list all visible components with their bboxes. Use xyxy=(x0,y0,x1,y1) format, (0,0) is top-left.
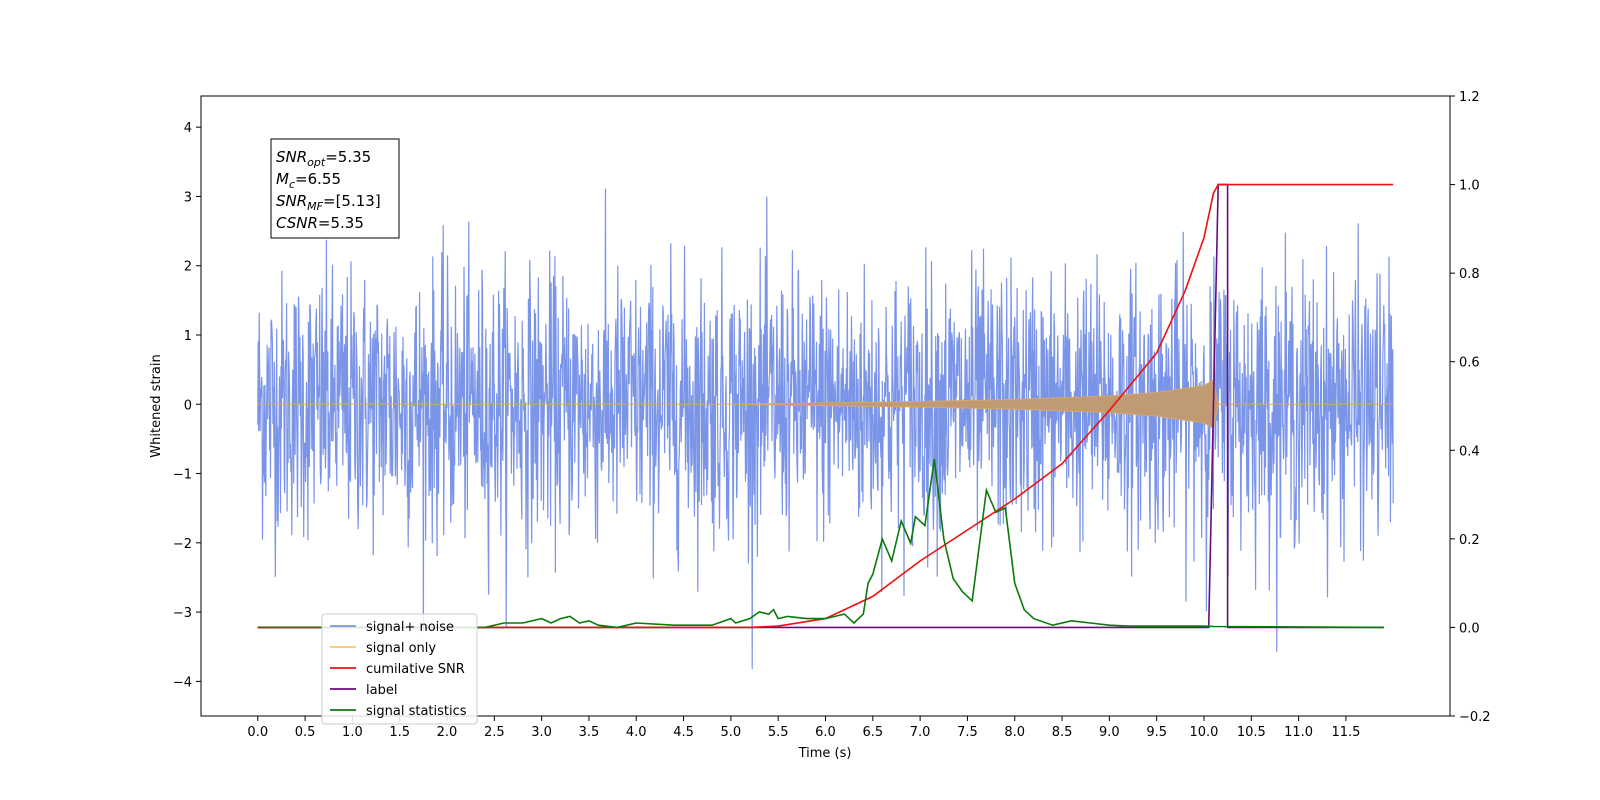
annotation-line: SNRMF=[5.13] xyxy=(276,192,381,213)
x-tick-label: 1.5 xyxy=(389,725,410,740)
y-tick-label-left: 4 xyxy=(184,121,192,136)
y-tick-label-right: 0.0 xyxy=(1459,621,1480,636)
y-tick-label-left: 2 xyxy=(184,260,192,275)
y-tick-label-right: 1.2 xyxy=(1459,90,1480,105)
plot-area xyxy=(257,183,1394,669)
x-tick-label: 0.5 xyxy=(295,725,316,740)
series-signal-noise xyxy=(257,188,1394,669)
y-axis-label: Whitened strain xyxy=(149,354,164,457)
x-tick-label: 2.0 xyxy=(437,725,458,740)
legend-label: cumilative SNR xyxy=(366,662,465,677)
x-tick-label: 10.5 xyxy=(1237,725,1266,740)
y-tick-label-right: 1.0 xyxy=(1459,179,1480,194)
annotation-line: Mc=6.55 xyxy=(276,170,341,191)
y-tick-label-left: 0 xyxy=(184,398,192,413)
x-tick-label: 9.5 xyxy=(1146,725,1167,740)
x-tick-label: 11.5 xyxy=(1331,725,1360,740)
x-tick-label: 11.0 xyxy=(1284,725,1313,740)
legend-label: label xyxy=(366,683,397,698)
series-signal-statistics xyxy=(257,458,1384,629)
x-tick-label: 4.5 xyxy=(673,725,694,740)
x-tick-label: 6.0 xyxy=(815,725,836,740)
annotation-box xyxy=(270,138,400,239)
x-tick-label: 7.5 xyxy=(957,725,978,740)
x-tick-label: 5.0 xyxy=(721,725,742,740)
y-tick-label-left: 3 xyxy=(184,190,192,205)
y-axis-right: −0.2 0.0 0.2 0.4 0.6 0.8 1.0 1.2 xyxy=(1450,90,1491,725)
x-tick-label: 3.5 xyxy=(579,725,600,740)
x-tick-label: 8.5 xyxy=(1052,725,1073,740)
x-tick-label: 3.0 xyxy=(531,725,552,740)
y-tick-label-right: 0.6 xyxy=(1459,356,1480,371)
x-tick-label: 8.0 xyxy=(1004,725,1025,740)
legend-label: signal only xyxy=(366,641,436,656)
x-tick-label: 0.0 xyxy=(247,725,268,740)
y-tick-label-left: −1 xyxy=(173,468,192,483)
y-tick-label-right: −0.2 xyxy=(1459,710,1491,725)
y-tick-label-right: 0.4 xyxy=(1459,444,1480,459)
legend: signal+ noise signal only cumilative SNR la… xyxy=(321,613,478,725)
annotation-line: CSNR=5.35 xyxy=(276,214,364,232)
y-tick-label-right: 0.2 xyxy=(1459,533,1480,548)
legend-label: signal statistics xyxy=(366,704,467,719)
x-tick-label: 10.0 xyxy=(1190,725,1219,740)
legend-box xyxy=(321,613,478,725)
y-axis-left: −4 −3 −2 −1 0 1 2 3 4 xyxy=(173,121,201,690)
x-axis-label: Time (s) xyxy=(798,746,852,761)
x-tick-label: 5.5 xyxy=(768,725,789,740)
annotation-line: SNRopt=5.35 xyxy=(276,148,371,169)
x-tick-label: 7.0 xyxy=(910,725,931,740)
x-tick-label: 2.5 xyxy=(484,725,505,740)
x-tick-label: 4.0 xyxy=(626,725,647,740)
y-tick-label-right: 0.8 xyxy=(1459,267,1480,282)
series-signal-only xyxy=(257,379,1394,430)
y-tick-label-left: −3 xyxy=(173,606,192,621)
x-axis: 0.0 0.5 1.0 1.5 2.0 2.5 3.0 3.5 4.0 4.5 5.0 5.5 6.0 6… xyxy=(247,716,1360,740)
x-tick-label: 1.0 xyxy=(342,725,363,740)
y-tick-label-left: −2 xyxy=(173,537,192,552)
y-tick-label-left: −4 xyxy=(173,675,192,690)
legend-label: signal+ noise xyxy=(366,620,454,635)
series-cumulative-snr xyxy=(257,183,1394,629)
x-tick-label: 6.5 xyxy=(862,725,883,740)
y-tick-label-left: 1 xyxy=(184,329,192,344)
x-tick-label: 9.0 xyxy=(1099,725,1120,740)
